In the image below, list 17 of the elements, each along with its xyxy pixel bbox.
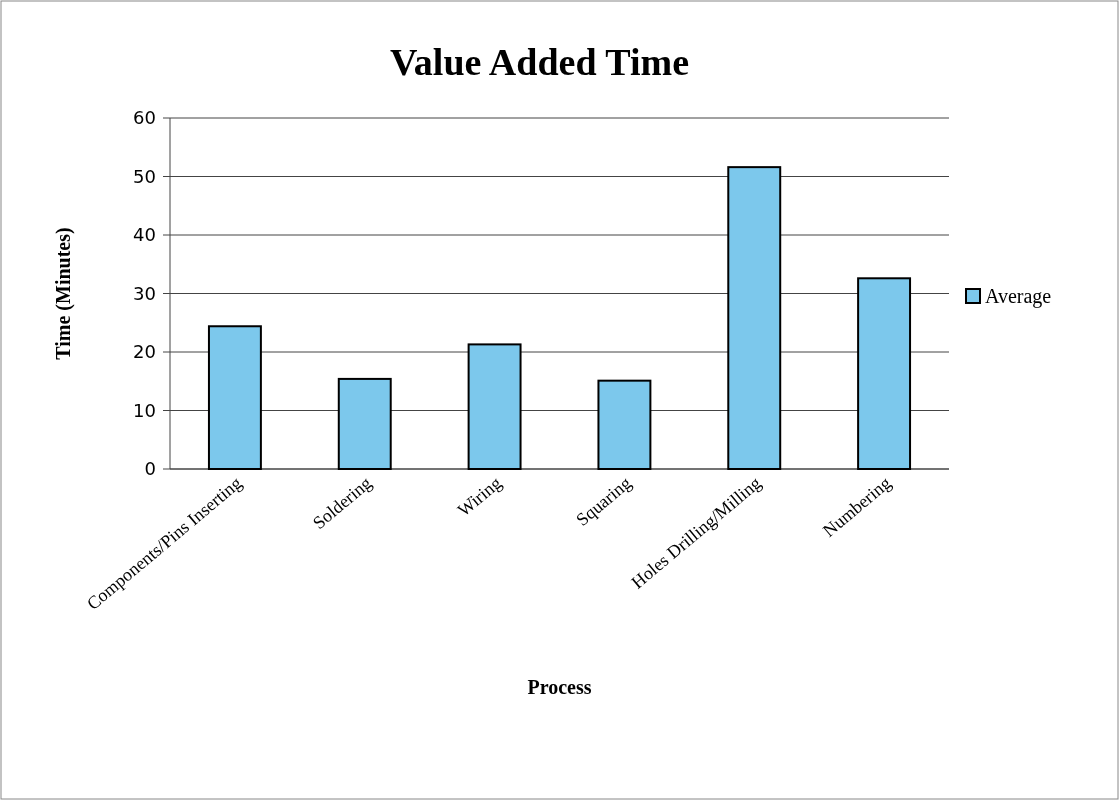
y-tick-label: 60 bbox=[133, 107, 156, 129]
bar bbox=[337, 377, 392, 470]
y-tick-label: 0 bbox=[144, 458, 156, 480]
y-tick-label: 40 bbox=[133, 224, 156, 246]
bar bbox=[857, 277, 912, 470]
bar bbox=[207, 325, 262, 470]
bar bbox=[467, 343, 522, 470]
chart-title: Value Added Time bbox=[389, 41, 690, 83]
y-tick-label: 10 bbox=[133, 399, 156, 421]
bar bbox=[597, 379, 652, 470]
y-axis-title: Time (Minutes) bbox=[52, 227, 75, 360]
y-tick-label: 20 bbox=[133, 341, 156, 363]
x-axis-title: Process bbox=[527, 676, 592, 698]
bar bbox=[727, 166, 782, 470]
legend-label: Average bbox=[985, 285, 1052, 308]
y-tick-label: 30 bbox=[133, 282, 156, 304]
y-tick-label: 50 bbox=[133, 165, 156, 187]
